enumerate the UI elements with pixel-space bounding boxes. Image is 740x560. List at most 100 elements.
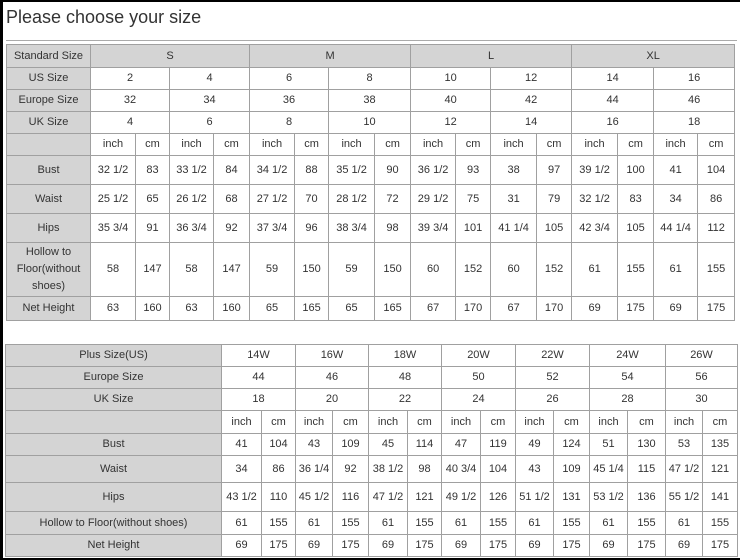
table-cell: 38 1/2 <box>368 455 408 483</box>
table-cell: 114 <box>407 433 442 456</box>
table-row: Bust 32 1/2 83 33 1/2 84 34 1/2 88 35 1/2 90 36 1… <box>6 155 736 185</box>
table-cell: 40 3/4 <box>441 455 481 483</box>
size-group-header: L <box>410 44 573 68</box>
table-cell: 175 <box>332 534 369 557</box>
bottom-border <box>3 558 740 560</box>
table-cell: 51 1/2 <box>515 482 554 512</box>
table-cell: inch <box>295 410 333 434</box>
table-cell: 38 3/4 <box>328 213 376 243</box>
size-group-header: M <box>249 44 412 68</box>
table-cell: 26 1/2 <box>169 184 214 214</box>
table-cell: 72 <box>374 184 412 214</box>
table-cell: 44 <box>221 366 296 389</box>
table-cell: 83 <box>617 184 655 214</box>
row-label: Waist <box>6 184 91 214</box>
table-cell: 155 <box>553 511 590 535</box>
row-label: UK Size <box>5 388 222 411</box>
table-row: Plus Size(US) 14W 16W 18W 20W 22W 24W 26W <box>5 344 738 367</box>
table-cell: 51 <box>589 433 628 456</box>
table-cell: 175 <box>617 296 655 321</box>
table-cell: cm <box>627 410 666 434</box>
table-cell: 60 <box>490 242 538 297</box>
table-cell: 58 <box>169 242 214 297</box>
table-cell: 97 <box>536 155 573 185</box>
table-cell: 155 <box>617 242 655 297</box>
table-cell: 109 <box>332 433 369 456</box>
table-cell: 10 <box>328 111 412 134</box>
table-cell: 175 <box>480 534 516 557</box>
table-row: Standard Size S M L XL <box>6 44 736 68</box>
table-cell: 131 <box>553 482 590 512</box>
table-cell: inch <box>368 410 408 434</box>
table-cell: 110 <box>261 482 296 512</box>
row-label: Net Height <box>5 534 222 557</box>
table-cell: 36 3/4 <box>169 213 214 243</box>
table-cell: 119 <box>480 433 516 456</box>
table-cell: 54 <box>589 366 666 389</box>
table-cell: 61 <box>368 511 408 535</box>
table-cell: inch <box>653 133 699 156</box>
table-cell: 39 3/4 <box>410 213 457 243</box>
table-cell: 61 <box>295 511 333 535</box>
table-cell: 30 <box>665 388 738 411</box>
table-cell: 121 <box>407 482 442 512</box>
row-label: Standard Size <box>6 44 91 68</box>
table-row: Net Height 63 160 63 160 65 165 65 165 67 170 67 170… <box>6 296 736 321</box>
table-cell: 61 <box>653 242 699 297</box>
table-cell: 65 <box>249 296 296 321</box>
table-row: Waist 34 86 36 1/4 92 38 1/2 98 40 3/4 104 43 109 4… <box>5 455 738 483</box>
table-cell: 36 1/2 <box>410 155 457 185</box>
table-cell: 65 <box>135 184 170 214</box>
table-cell: 39 1/2 <box>571 155 619 185</box>
table-cell: 4 <box>168 67 251 90</box>
table-cell: cm <box>480 410 516 434</box>
table-cell: 170 <box>455 296 492 321</box>
table-cell: 28 <box>589 388 666 411</box>
table-cell: 69 <box>515 534 554 557</box>
row-label: Bust <box>5 433 222 456</box>
table-cell: 32 1/2 <box>571 184 619 214</box>
table-cell: 14 <box>571 67 655 90</box>
table-row: Hollow to Floor(without shoes) 58 147 58 147… <box>6 242 736 297</box>
table-cell: 18 <box>221 388 296 411</box>
table-cell: 69 <box>571 296 619 321</box>
table-row: US Size 2 4 6 8 10 12 14 16 <box>6 67 736 90</box>
table-cell: 61 <box>665 511 703 535</box>
table-cell: 26 <box>515 388 590 411</box>
table-cell: 45 <box>368 433 408 456</box>
row-label: Waist <box>5 455 222 483</box>
table-cell: 152 <box>455 242 492 297</box>
table-cell: inch <box>665 410 703 434</box>
table-cell: 155 <box>261 511 296 535</box>
table-cell: 32 <box>90 89 170 112</box>
table-cell: 124 <box>553 433 590 456</box>
table-cell: 150 <box>374 242 412 297</box>
table-cell: 135 <box>702 433 738 456</box>
table-cell: 75 <box>455 184 492 214</box>
table-cell: 175 <box>627 534 666 557</box>
table-cell: 92 <box>212 213 251 243</box>
row-label: Europe Size <box>5 366 222 389</box>
table-row: UK Size 18 20 22 24 26 28 30 <box>5 388 738 411</box>
table-cell: 28 1/2 <box>328 184 376 214</box>
table-cell: 42 <box>490 89 573 112</box>
table-cell: 165 <box>294 296 330 321</box>
table-cell: 59 <box>328 242 376 297</box>
table-cell: 36 1/4 <box>295 455 333 483</box>
table-cell: 88 <box>294 155 330 185</box>
table-cell: 61 <box>589 511 628 535</box>
table-row: Bust 41 104 43 109 45 114 47 119 49 124 51 130 53 135 <box>5 433 738 456</box>
table-cell: 16 <box>653 67 736 90</box>
table-cell: 34 <box>221 455 262 483</box>
table-cell: 109 <box>553 455 590 483</box>
table-cell: 47 <box>441 433 481 456</box>
table-cell: 2 <box>90 67 170 90</box>
table-cell: 49 1/2 <box>441 482 481 512</box>
table-row: Europe Size 44 46 48 50 52 54 56 <box>5 366 738 389</box>
table-cell: 61 <box>571 242 619 297</box>
table-cell: 44 1/4 <box>653 213 699 243</box>
table-cell: 155 <box>332 511 369 535</box>
page-title: Please choose your size <box>6 7 202 27</box>
table-cell: 43 <box>515 455 554 483</box>
table-cell: 141 <box>702 482 738 512</box>
